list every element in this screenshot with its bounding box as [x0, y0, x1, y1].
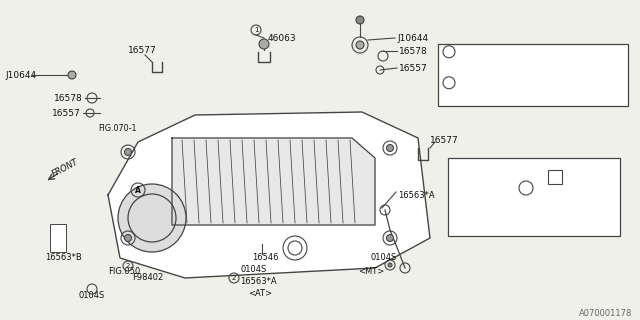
Circle shape	[288, 241, 302, 255]
Polygon shape	[108, 112, 430, 278]
Circle shape	[388, 263, 392, 267]
Text: ( -'02MY): ( -'02MY)	[522, 47, 559, 56]
Circle shape	[387, 235, 394, 242]
Text: J10644: J10644	[397, 34, 428, 43]
Text: 16583: 16583	[510, 173, 539, 182]
Text: 16578: 16578	[54, 93, 83, 102]
Text: FIG.050: FIG.050	[108, 268, 140, 276]
Text: 16520*B: 16520*B	[462, 78, 499, 87]
Text: 22634 ('03MY-  ): 22634 ('03MY- )	[456, 220, 524, 228]
Text: ('03MY-  ): ('03MY- )	[522, 63, 561, 72]
Text: J10644: J10644	[5, 70, 36, 79]
Text: 16563*B: 16563*B	[45, 253, 82, 262]
Text: 16578: 16578	[399, 46, 428, 55]
Text: 16520*A: 16520*A	[462, 47, 499, 56]
Circle shape	[356, 16, 364, 24]
Text: FRONT: FRONT	[50, 157, 79, 179]
Text: F98402: F98402	[132, 274, 163, 283]
Circle shape	[259, 39, 269, 49]
Circle shape	[387, 145, 394, 151]
Circle shape	[356, 41, 364, 49]
Bar	[448, 158, 620, 236]
Text: 16577: 16577	[430, 135, 459, 145]
Bar	[50, 224, 66, 252]
Text: A070001178: A070001178	[579, 309, 632, 318]
Text: 16520A: 16520A	[462, 94, 494, 103]
Text: 16563*A: 16563*A	[240, 277, 276, 286]
Text: 2: 2	[447, 78, 451, 87]
Text: 16520: 16520	[462, 63, 488, 72]
Text: ( -'02MY): ( -'02MY)	[522, 78, 559, 87]
Text: 0104S: 0104S	[370, 253, 396, 262]
Text: 16546: 16546	[252, 253, 278, 262]
Circle shape	[68, 71, 76, 79]
Text: 46063: 46063	[268, 34, 296, 43]
Text: FIG.070-1: FIG.070-1	[98, 124, 136, 132]
Text: 0104S: 0104S	[78, 291, 104, 300]
Text: 2: 2	[126, 263, 130, 269]
Text: A: A	[552, 172, 558, 181]
Text: <AT>: <AT>	[248, 290, 272, 299]
Text: 1: 1	[447, 47, 451, 56]
Polygon shape	[172, 138, 375, 225]
Text: 16557: 16557	[399, 63, 428, 73]
Text: 0104S: 0104S	[240, 266, 266, 275]
Text: 16557: 16557	[52, 108, 81, 117]
Text: <MT>: <MT>	[358, 268, 384, 276]
Bar	[438, 44, 628, 106]
Text: 16563*A: 16563*A	[398, 190, 435, 199]
Circle shape	[283, 236, 307, 260]
Text: 16577: 16577	[128, 45, 157, 54]
Circle shape	[125, 235, 131, 242]
Text: ('03MY-  ): ('03MY- )	[522, 94, 561, 103]
Circle shape	[125, 148, 131, 156]
Bar	[548, 170, 562, 184]
Text: 2: 2	[232, 275, 236, 281]
Text: A: A	[135, 186, 141, 195]
Circle shape	[118, 184, 186, 252]
Text: 1: 1	[253, 27, 259, 33]
